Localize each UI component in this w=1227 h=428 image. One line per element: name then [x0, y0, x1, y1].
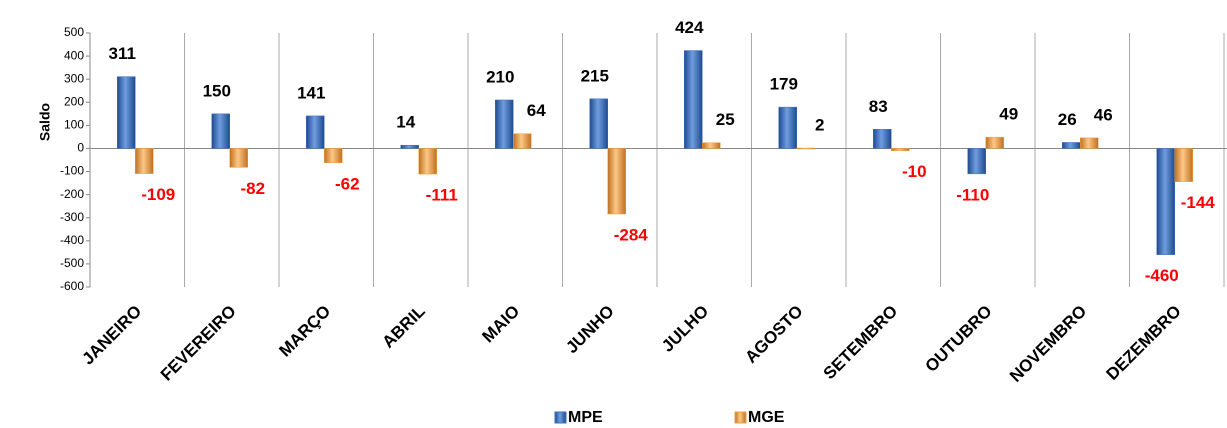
- data-label: -284: [614, 226, 649, 245]
- bar: [1080, 137, 1099, 149]
- y-tick-label: -200: [60, 187, 84, 201]
- y-tick-label: -400: [60, 233, 84, 247]
- x-tick-label: MAIO: [478, 302, 523, 347]
- legend-label: MPE: [568, 409, 603, 426]
- bar: [211, 113, 230, 149]
- y-tick-label: 500: [64, 25, 84, 39]
- data-label: 141: [297, 83, 325, 102]
- bar: [1174, 148, 1193, 182]
- legend-label: MGE: [748, 409, 785, 426]
- bar: [135, 148, 154, 174]
- x-tick-label: OUTUBRO: [922, 302, 996, 376]
- data-label: 64: [527, 101, 546, 120]
- data-label: 14: [396, 113, 415, 132]
- y-tick-label: -300: [60, 210, 84, 224]
- y-tick-label: 300: [64, 71, 84, 85]
- data-label: -62: [335, 174, 360, 193]
- bar: [418, 148, 437, 175]
- bar: [607, 148, 626, 215]
- data-label: -82: [240, 179, 265, 198]
- bar: [985, 136, 1004, 149]
- data-label: -111: [426, 186, 458, 205]
- bar: [1062, 142, 1081, 149]
- x-tick-label: FEVEREIRO: [157, 302, 240, 385]
- data-label: -10: [902, 162, 927, 181]
- bar: [1156, 148, 1175, 255]
- bar: [796, 147, 815, 150]
- data-label: 25: [716, 110, 735, 129]
- data-label: 311: [109, 44, 136, 63]
- data-label: 210: [486, 67, 514, 86]
- x-tick-label: JUNHO: [562, 302, 618, 358]
- data-label: 2: [815, 115, 824, 134]
- data-label: -460: [1145, 266, 1179, 285]
- bar: [229, 148, 248, 168]
- y-tick-label: 0: [77, 141, 84, 155]
- y-tick-label: -500: [60, 256, 84, 270]
- data-label: 215: [581, 66, 609, 85]
- y-tick-label: -100: [60, 164, 84, 178]
- bar: [400, 144, 419, 149]
- x-tick-label: AGOSTO: [741, 302, 806, 367]
- bar: [513, 133, 532, 149]
- x-tick-label: JANEIRO: [78, 302, 145, 369]
- data-label: 83: [869, 97, 888, 116]
- bar: [324, 148, 343, 164]
- bar: [778, 106, 797, 149]
- x-tick-label: ABRIL: [379, 302, 429, 352]
- data-label: -109: [141, 185, 175, 204]
- x-tick-label: JULHO: [658, 302, 712, 356]
- data-label: -110: [956, 185, 989, 204]
- bar: [589, 98, 608, 149]
- bar: [702, 142, 721, 149]
- data-label: 49: [999, 105, 1018, 124]
- y-tick-label: 400: [64, 48, 84, 62]
- x-tick-label: MARÇO: [275, 302, 334, 361]
- x-tick-label: DEZEMBRO: [1103, 302, 1185, 384]
- y-tick-label: -600: [60, 279, 84, 293]
- y-tick-label: 100: [64, 118, 84, 132]
- bar: [495, 99, 514, 149]
- data-label: 179: [770, 75, 798, 94]
- y-axis-label: Saldo: [37, 103, 53, 141]
- legend-swatch: [734, 411, 747, 424]
- data-label: 424: [675, 18, 704, 37]
- data-label: 46: [1094, 105, 1113, 124]
- bar: [306, 115, 325, 149]
- bar: [891, 148, 910, 152]
- bar: [967, 148, 986, 175]
- bar: [117, 76, 136, 149]
- data-label: -144: [1181, 193, 1216, 212]
- data-label: 150: [203, 81, 231, 100]
- bar: [684, 50, 703, 149]
- x-tick-label: SETEMBRO: [820, 302, 902, 384]
- legend-swatch: [554, 411, 567, 424]
- y-tick-label: 200: [64, 94, 84, 108]
- bar: [873, 129, 892, 149]
- x-tick-label: NOVEMBRO: [1006, 302, 1090, 386]
- data-label: 26: [1058, 110, 1077, 129]
